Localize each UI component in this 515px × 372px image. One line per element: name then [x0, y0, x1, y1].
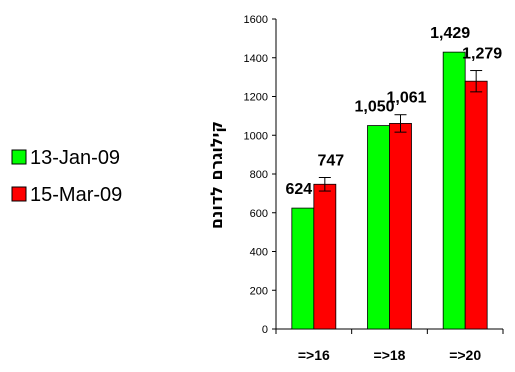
bar	[389, 123, 412, 330]
legend-label: 15-Mar-09	[30, 184, 122, 206]
data-label: 1,061	[386, 90, 426, 107]
legend-label: 13-Jan-09	[30, 147, 120, 169]
data-label: 1,429	[430, 25, 470, 42]
y-axis-label: קילוגרם לדונם	[207, 121, 226, 229]
y-tick-label: 1000	[244, 130, 268, 142]
y-tick-label: 1400	[244, 53, 268, 65]
y-ticks: 0 200 400 600 800 1000 1200 1400 1600	[244, 14, 276, 336]
data-label: 624	[285, 181, 312, 198]
y-tick-label: 1600	[244, 14, 268, 26]
y-tick-label: 1200	[244, 92, 268, 104]
data-label: 1,279	[462, 46, 502, 63]
bar	[464, 80, 488, 330]
bar	[367, 125, 390, 330]
x-category-label: =>16	[298, 347, 330, 363]
y-tick-label: 400	[250, 247, 268, 259]
y-tick-label: 0	[262, 324, 268, 336]
x-category-label: =>20	[449, 347, 481, 363]
legend: 13-Jan-09 15-Mar-09	[11, 147, 122, 206]
bars	[291, 51, 488, 330]
bar	[442, 51, 466, 330]
y-tick-label: 800	[250, 169, 268, 181]
legend-swatch	[11, 186, 27, 202]
x-category-label: =>18	[374, 347, 406, 363]
data-label: 747	[317, 152, 344, 169]
x-category-labels: =>16 =>18 =>20	[298, 347, 481, 363]
data-label: 1,050	[354, 99, 394, 116]
legend-swatch	[11, 149, 27, 165]
bar	[313, 183, 337, 330]
y-tick-label: 600	[250, 208, 268, 220]
bar	[291, 207, 315, 330]
y-tick-label: 200	[250, 285, 268, 297]
